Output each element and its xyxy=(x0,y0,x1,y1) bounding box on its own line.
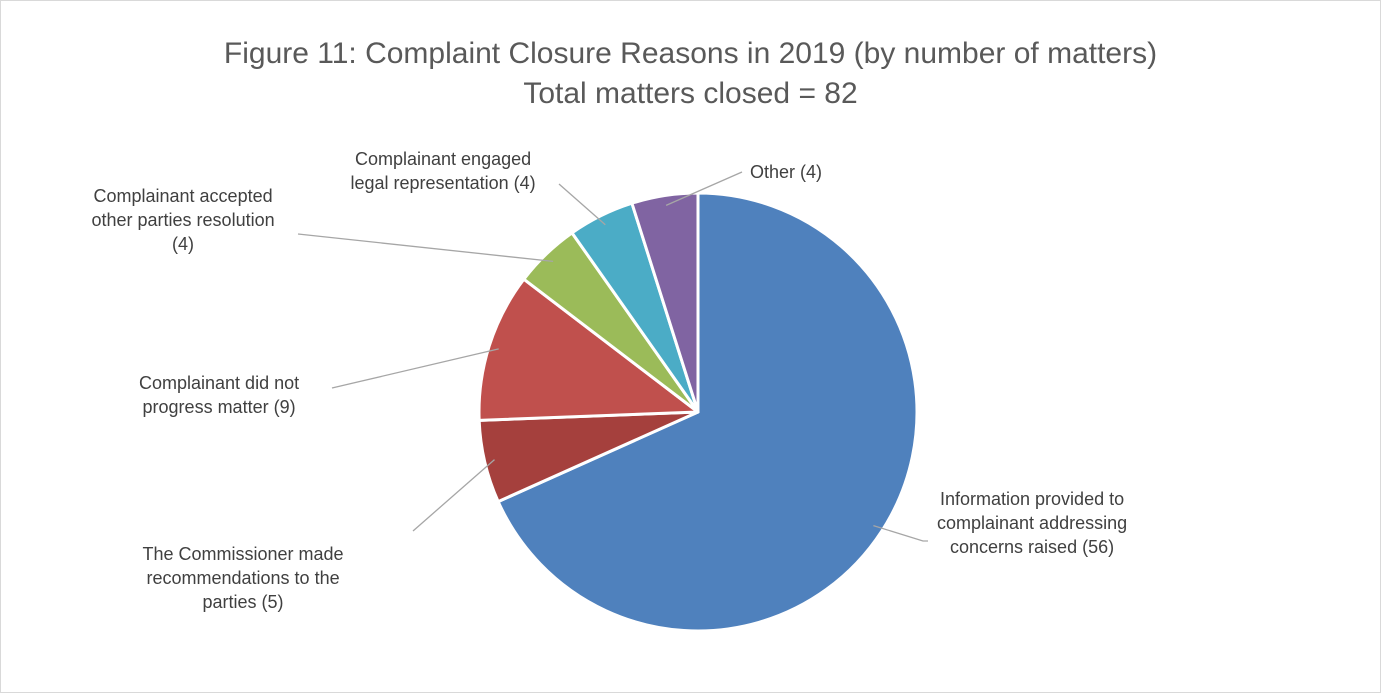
leader-line-0 xyxy=(873,524,928,542)
slice-label-line: Complainant accepted xyxy=(93,186,273,206)
slice-label-4: Complainant engaged legal representation … xyxy=(351,147,536,195)
chart-title-block: Figure 11: Complaint Closure Reasons in … xyxy=(0,34,1381,114)
slice-label-1: The Commissioner made recommendations to … xyxy=(143,542,344,614)
pie-slice-5 xyxy=(630,191,700,414)
leader-line-5 xyxy=(665,171,743,206)
slice-label-line: parties (5) xyxy=(202,592,284,612)
slice-label-line: Other (4) xyxy=(750,162,823,182)
slice-label-line: progress matter (9) xyxy=(142,397,296,417)
chart-subtitle: Total matters closed = 82 xyxy=(523,77,858,110)
pie-slice-0 xyxy=(496,191,919,633)
slice-label-line: Complainant did not xyxy=(139,373,300,393)
slice-label-line: (4) xyxy=(172,234,195,254)
slice-label-line: recommendations to the xyxy=(146,568,340,588)
chart-title: Figure 11: Complaint Closure Reasons in … xyxy=(223,37,1158,70)
slice-label-line: Complainant engaged xyxy=(354,149,532,169)
pie-slice-2 xyxy=(477,277,700,422)
slice-label-line: legal representation (4) xyxy=(350,173,536,193)
slice-label-line: The Commissioner made xyxy=(142,544,344,564)
slice-label-line: Information provided to xyxy=(940,489,1125,509)
leader-line-3 xyxy=(297,233,554,263)
leader-line-1 xyxy=(412,459,495,532)
leader-line-2 xyxy=(331,348,499,389)
slice-label-line: other parties resolution xyxy=(91,210,275,230)
leader-line-4 xyxy=(558,183,606,226)
slice-label-line: concerns raised (56) xyxy=(950,537,1115,557)
slice-label-line: complainant addressing xyxy=(937,513,1128,533)
slice-label-0: Information provided to complainant addre… xyxy=(937,487,1127,559)
slice-label-3: Complainant accepted other parties resolu… xyxy=(92,184,275,256)
slice-label-2: Complainant did not progress matter (9) xyxy=(139,371,299,419)
slice-label-5: Other (4) xyxy=(750,160,822,184)
